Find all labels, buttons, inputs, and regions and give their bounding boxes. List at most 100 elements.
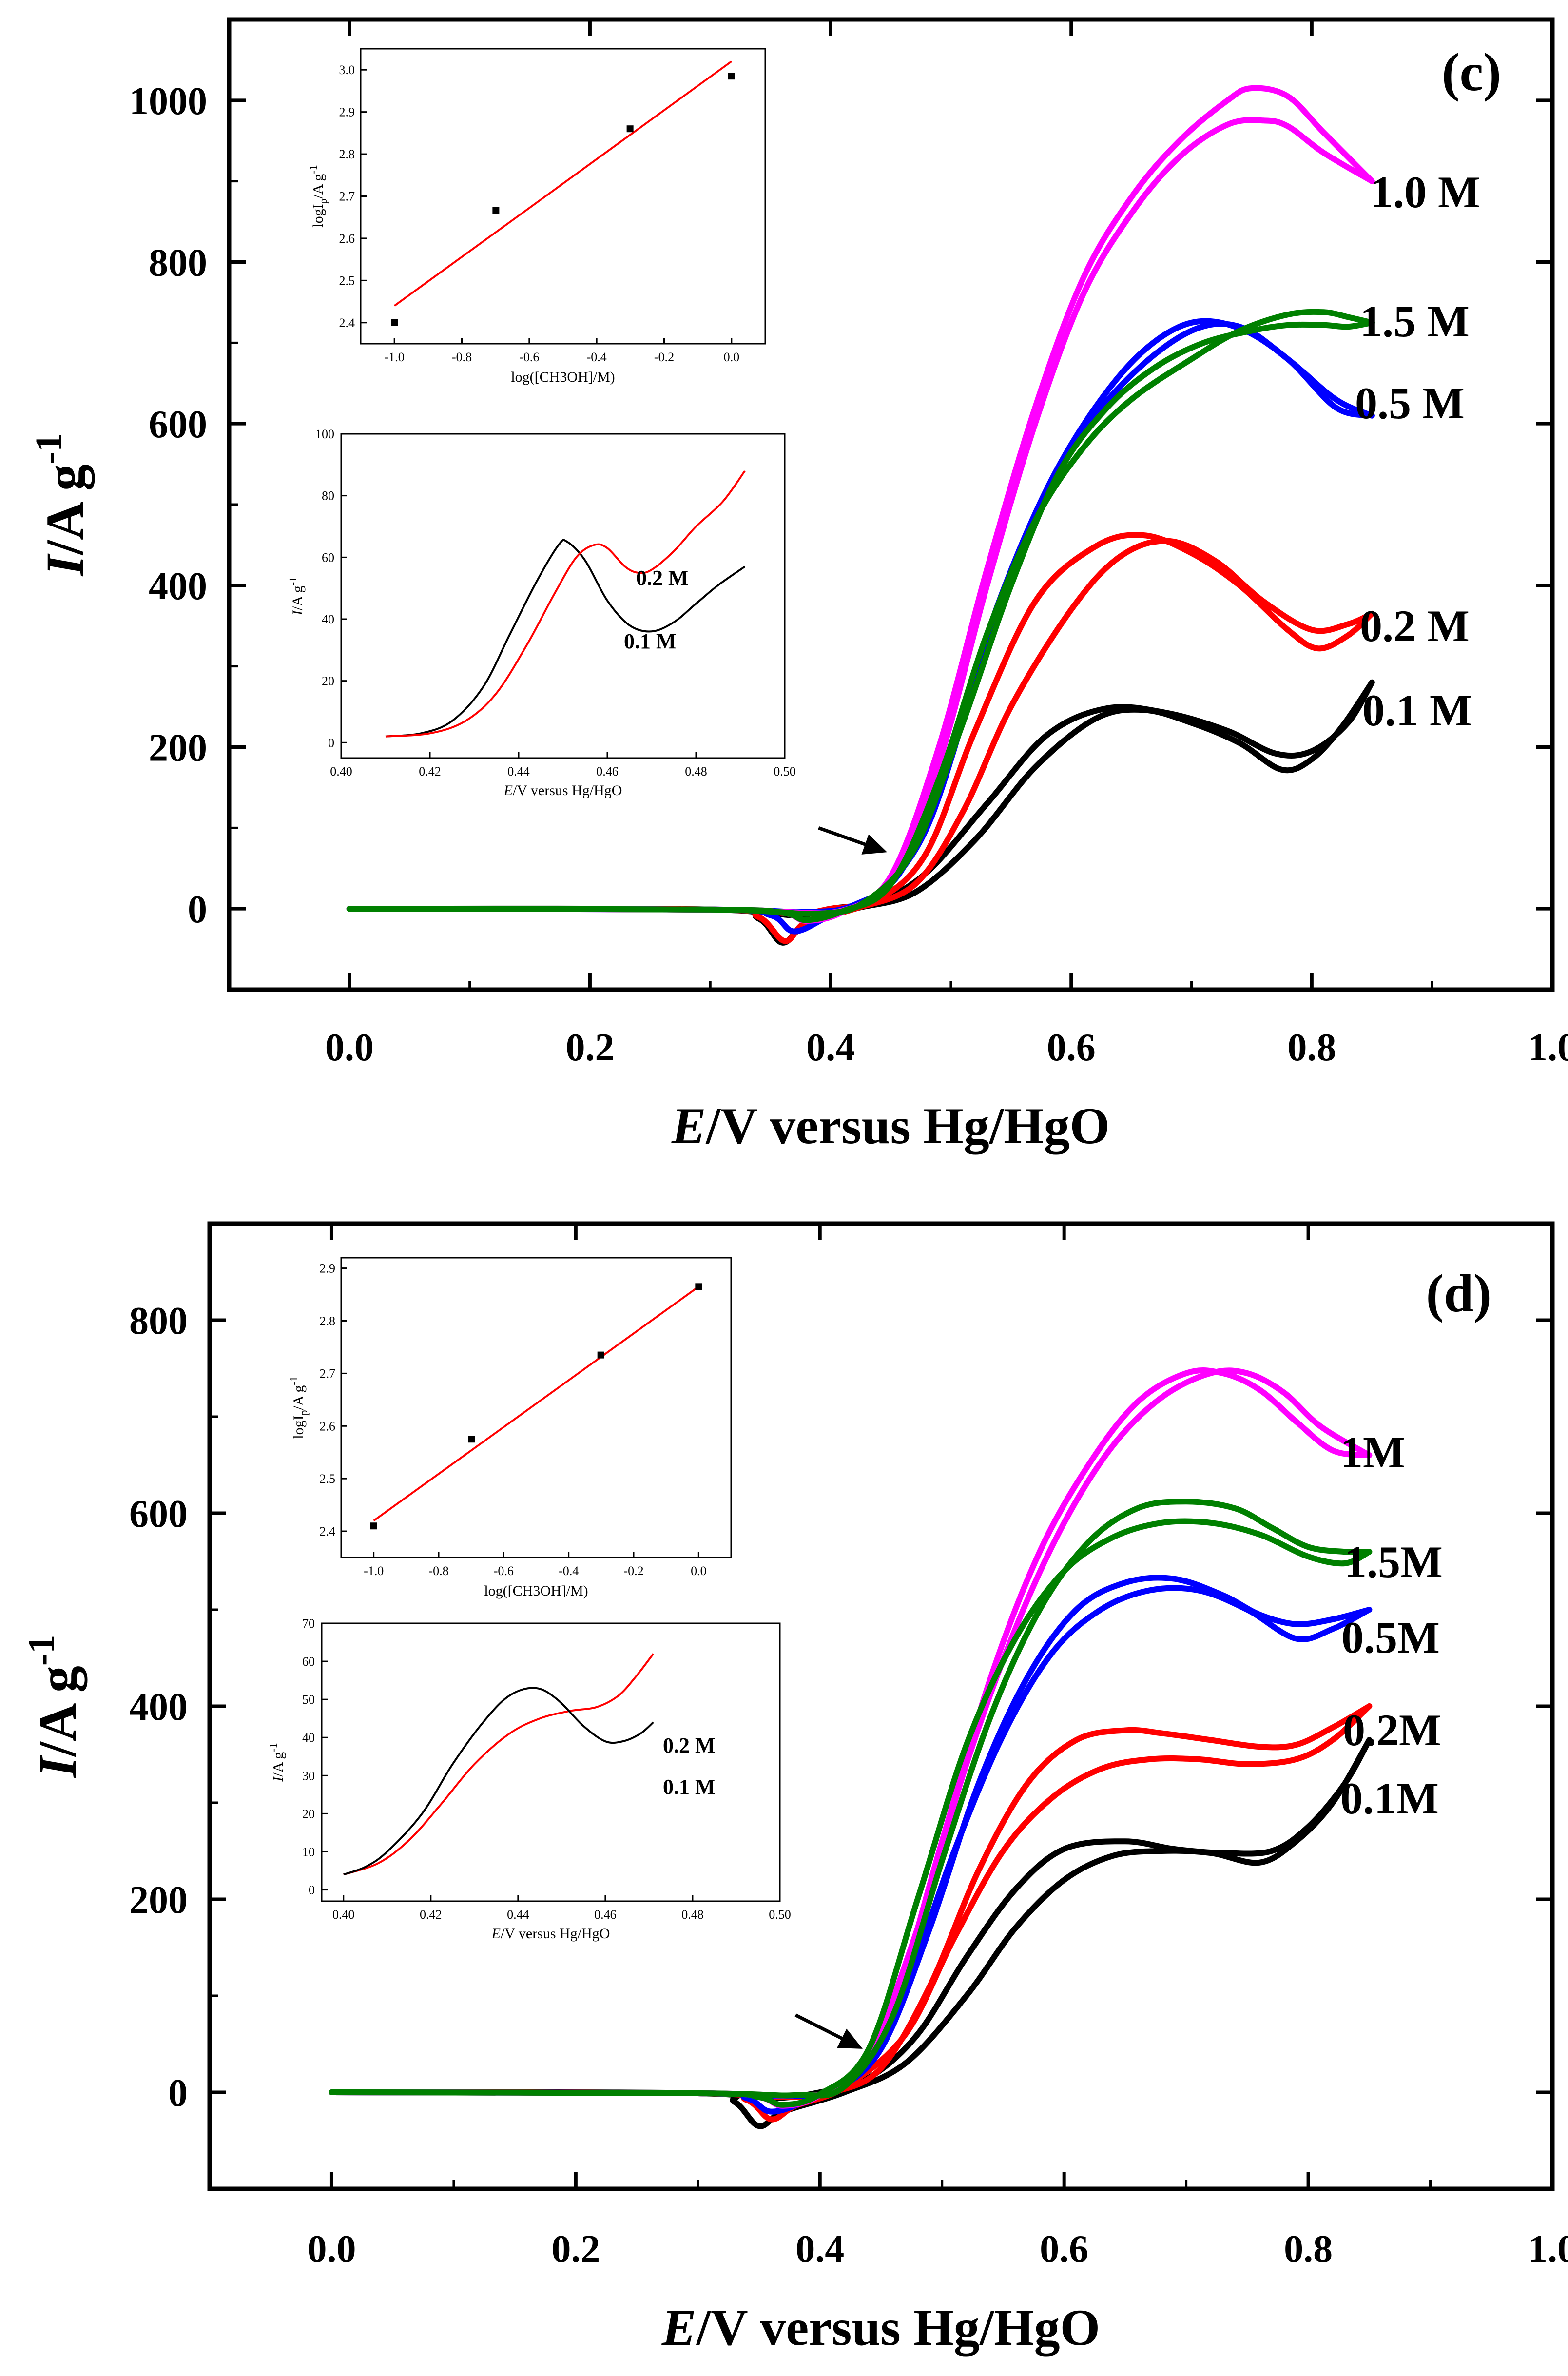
fit-y-tick-label: 2.7: [320, 1366, 336, 1381]
inset-fit-c: -1.0 -0.8 -0.6 -0.4 -0.2 0.0 2.4 2.5 2.6 2.7 2.8 2.…: [307, 48, 766, 385]
zoom-x-tick-label: 0.50: [774, 764, 796, 779]
fit-y-prefix: logI: [290, 1415, 307, 1439]
fit-line: [373, 1285, 699, 1522]
fit-point: [391, 319, 398, 326]
fit-point: [468, 1436, 475, 1443]
y-tick-label: 1000: [129, 80, 207, 123]
fit-x-tick-label: -0.4: [587, 350, 607, 364]
zoom-y-tick-label: 0: [328, 736, 334, 750]
fit-x-tick-label: -0.8: [452, 350, 472, 364]
zoom-y-tick-label: 20: [302, 1807, 315, 1821]
x-tick-label: 1.0: [1528, 1026, 1568, 1069]
zoom-x-italic: E: [491, 1926, 501, 1942]
zoom-x-tick-label: 0.48: [685, 764, 707, 779]
zoom-y-sup: -1: [267, 1743, 279, 1752]
fit-point: [597, 1351, 604, 1359]
x-title-rest: /V versus Hg/HgO: [696, 2299, 1100, 2356]
zoom-y-tick-label: 80: [322, 489, 334, 503]
x-axis-title: E/V versus Hg/HgO: [671, 1097, 1110, 1154]
fit-y-sub: p: [297, 1410, 310, 1415]
zoom-x-rest: /V versus Hg/HgO: [501, 1926, 610, 1942]
x-tick-label: 1.0: [1528, 2228, 1568, 2271]
inset-fit-d: -1.0 -0.8 -0.6 -0.4 -0.2 0.0 2.4 2.5 2.6 2.7 2.8 2.…: [288, 1257, 732, 1599]
inset-zoom-d: 0.40 0.42 0.44 0.46 0.48 0.50 0 10 20 30 40 50 60 70 E…: [267, 1616, 791, 1942]
inset-fit-frame: [340, 1257, 732, 1558]
fit-y-sub: p: [317, 198, 329, 204]
zoom-x-tick-label: 0.44: [507, 1908, 529, 1922]
fit-y-mid: /A g: [290, 1385, 307, 1410]
curve-label-0.1M: 0.1 M: [1362, 685, 1472, 735]
curve-label-1.5M: 1.5 M: [1360, 296, 1470, 346]
x-tick-label: 0.8: [1287, 1026, 1336, 1069]
y-tick-label: 800: [129, 1300, 188, 1343]
curve-label-0.5M: 0.5M: [1341, 1613, 1440, 1662]
zoom-x-italic: E: [503, 782, 513, 798]
zoom-x-tick-label: 0.40: [330, 764, 352, 779]
y-tick-label: 200: [129, 1879, 188, 1922]
zoom-y-tick-label: 60: [322, 550, 334, 565]
zoom-x-tick-label: 0.44: [507, 764, 530, 779]
zoom-y-tick-label: 40: [322, 612, 334, 626]
curve-label-1.0M: 1.0 M: [1371, 167, 1480, 217]
fit-y-tick-label: 2.6: [339, 232, 355, 246]
fit-point: [626, 125, 634, 133]
fit-x-tick-label: -0.6: [494, 1564, 514, 1578]
y-tick-label: 0: [168, 2072, 188, 2115]
curve-label-0.2M: 0.2M: [1343, 1705, 1441, 1755]
inset-zoom-c: 0.40 0.42 0.44 0.46 0.48 0.50 0 20 40 60 80 100 E/V …: [287, 427, 796, 798]
y-title-sup: -1: [28, 433, 69, 464]
fit-y-prefix: logI: [310, 204, 326, 227]
x-tick-label: 0.6: [1040, 2228, 1088, 2271]
panel-label: (d): [1426, 1264, 1491, 1323]
zoom-y-tick-label: 0: [309, 1883, 315, 1897]
fit-y-tick-label: 2.6: [320, 1419, 336, 1433]
fit-point: [695, 1283, 702, 1290]
fit-point: [370, 1522, 377, 1530]
fit-y-tick-label: 2.9: [320, 1262, 336, 1276]
zoom-x-title: E/V versus Hg/HgO: [503, 782, 622, 798]
fit-y-tick-label: 3.0: [339, 63, 355, 77]
x-tick-label: 0.0: [325, 1026, 374, 1069]
y-tick-label: 200: [149, 727, 207, 770]
zoom-x-tick-label: 0.42: [420, 1908, 442, 1922]
y-title-italic: I: [28, 1755, 87, 1778]
series-1.5M-reverse: [346, 319, 1375, 917]
fit-y-tick-label: 2.8: [339, 147, 355, 161]
fit-line: [393, 60, 733, 307]
zoom-y-tick-label: 60: [302, 1655, 315, 1669]
zoom-y-tick-label: 40: [302, 1731, 315, 1745]
zoom-x-title: E/V versus Hg/HgO: [491, 1926, 610, 1942]
curve-label-1.5M: 1.5M: [1344, 1537, 1443, 1587]
zoom-series-0.2M: [385, 470, 746, 738]
panel-label: (c): [1442, 42, 1501, 102]
zoom-y-tick-label: 70: [302, 1616, 315, 1631]
x-tick-label: 0.6: [1047, 1026, 1096, 1069]
x-title-rest: /V versus Hg/HgO: [705, 1097, 1110, 1154]
fit-y-tick-label: 2.5: [320, 1472, 336, 1486]
fit-y-tick-label: 2.9: [339, 105, 355, 119]
zoom-y-tick-label: 30: [302, 1769, 315, 1783]
y-tick-label: 0: [188, 888, 207, 931]
zoom-y-tick-label: 50: [302, 1693, 315, 1707]
zoom-series-0.1M: [385, 539, 746, 738]
x-title-italic: E: [671, 1097, 706, 1154]
zoom-y-rest: /A g: [290, 585, 306, 610]
fit-x-tick-label: -0.8: [428, 1564, 448, 1578]
fit-point: [728, 73, 735, 80]
zoom-x-tick-label: 0.48: [681, 1908, 704, 1922]
y-tick-label: 600: [149, 403, 207, 446]
zoom-x-rest: /V versus Hg/HgO: [513, 782, 622, 798]
x-title-italic: E: [661, 2299, 697, 2356]
fit-x-tick-label: 0.0: [691, 1564, 707, 1578]
x-tick-label: 0.2: [565, 1026, 614, 1069]
zoom-curve-label-0.2M: 0.2 M: [636, 566, 689, 590]
y-axis-title: I/A g-1: [28, 433, 95, 577]
fit-x-tick-label: -1.0: [385, 350, 405, 364]
fit-y-tick-label: 2.8: [320, 1314, 336, 1328]
x-axis-title: E/V versus Hg/HgO: [661, 2299, 1100, 2356]
fit-y-sup: -1: [288, 1376, 300, 1385]
y-axis-title: I/A g-1: [21, 1635, 87, 1779]
zoom-x-tick-label: 0.46: [594, 1908, 617, 1922]
